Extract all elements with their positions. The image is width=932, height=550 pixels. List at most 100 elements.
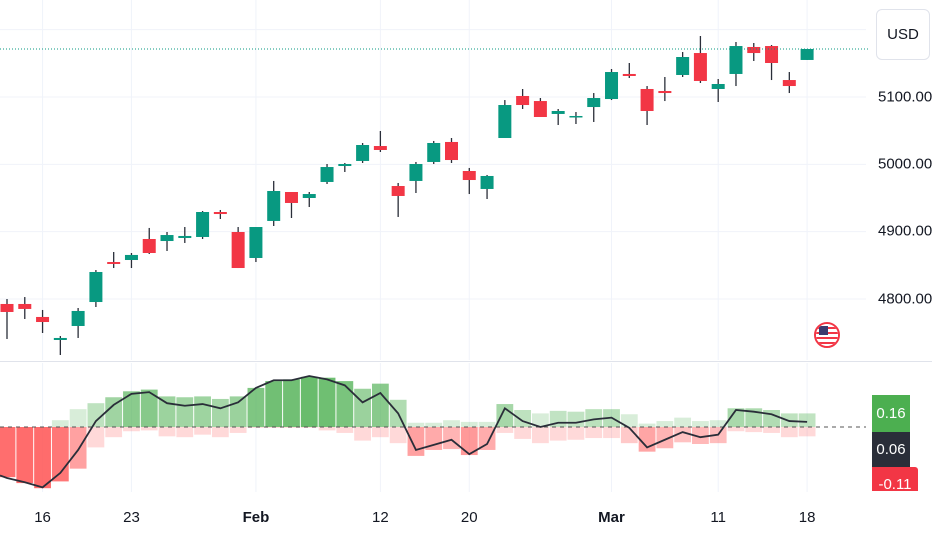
histogram-bar-negative	[798, 427, 816, 437]
histogram-bar-positive	[51, 420, 69, 427]
candle-body	[462, 170, 476, 181]
time-label: 11	[710, 509, 726, 526]
histogram-bar-negative	[105, 427, 123, 438]
histogram-bar-negative	[478, 427, 496, 450]
histogram-bar-positive	[585, 409, 603, 427]
indicator-negative-value: -0.11	[872, 467, 918, 491]
histogram-bar-positive	[211, 398, 229, 427]
candle-body	[409, 163, 423, 181]
candle-body	[338, 163, 352, 167]
candle-body	[320, 167, 334, 182]
candle-body	[267, 190, 281, 221]
histogram-bar-positive	[123, 391, 140, 427]
histogram-bar-positive	[318, 377, 336, 427]
candle-body	[178, 235, 192, 238]
candle-body	[729, 46, 743, 74]
time-label: 16	[34, 509, 51, 526]
histogram-bar-negative	[549, 427, 567, 441]
candle-body	[36, 316, 50, 323]
histogram-bar-negative	[34, 427, 51, 489]
histogram-bar-positive	[69, 409, 87, 427]
histogram-bar-positive	[514, 410, 532, 427]
currency-label: USD	[887, 26, 919, 43]
candle-body	[622, 73, 636, 76]
candle-body	[249, 227, 263, 258]
histogram-bar-negative	[229, 427, 247, 433]
indicator-line	[0, 375, 808, 489]
histogram-bar-positive	[567, 411, 585, 427]
histogram-bar-negative	[389, 427, 407, 444]
histogram-bar-negative	[745, 427, 763, 433]
histogram-bar-positive	[674, 417, 692, 427]
candle-body	[747, 46, 761, 54]
candle-body	[480, 175, 494, 189]
price-tick-5100: 5100.00	[878, 88, 932, 106]
histogram-bar-positive	[496, 404, 514, 427]
candle-body	[391, 186, 405, 196]
histogram-bar-positive	[638, 423, 656, 427]
histogram-bar-negative	[140, 427, 158, 431]
histogram-bar-negative	[780, 427, 798, 438]
candle-body	[765, 46, 779, 63]
histogram-bar-negative	[692, 427, 709, 444]
histogram-bar-negative	[532, 427, 549, 444]
histogram-bar-positive	[532, 413, 549, 427]
currency-button[interactable]: USD	[876, 9, 930, 60]
candle-body	[640, 88, 654, 112]
histogram-bar-positive	[300, 376, 318, 427]
histogram-bar-positive	[336, 381, 354, 427]
candle-body	[0, 303, 14, 312]
indicator-line-value: 0.06	[872, 432, 910, 467]
us-flag-icon[interactable]	[814, 322, 840, 348]
candles	[0, 35, 814, 356]
histogram-bar-negative	[0, 427, 16, 478]
histogram-bar-negative	[674, 427, 692, 443]
candle-body	[142, 238, 156, 254]
histogram-bar-positive	[371, 383, 389, 427]
candle-body	[445, 141, 458, 161]
candle-body	[516, 95, 530, 106]
histogram-bar-negative	[585, 427, 603, 439]
candle-body	[427, 142, 441, 162]
histogram-bar-positive	[460, 421, 478, 427]
histogram-bar-negative	[460, 427, 478, 456]
candle-body	[302, 194, 316, 198]
candle-body	[373, 146, 387, 150]
histogram-bar-positive	[87, 403, 105, 427]
histogram-bar-positive	[283, 379, 300, 427]
candle-body	[551, 111, 565, 114]
histogram-bar-negative	[16, 427, 34, 484]
time-label: 12	[372, 509, 389, 526]
histogram-bar-negative	[318, 427, 336, 431]
histogram-bar-positive	[265, 381, 283, 427]
histogram-bar-positive	[247, 387, 265, 427]
candle-body	[53, 337, 67, 340]
candle-body	[676, 57, 690, 75]
time-label: Feb	[242, 509, 270, 526]
indicator-positive-value: 0.16	[872, 395, 910, 432]
histogram-bar-negative	[87, 427, 105, 448]
indicator-histogram	[0, 376, 816, 489]
histogram-bar-positive	[158, 396, 176, 427]
histogram-bar-negative	[620, 427, 638, 444]
histogram-bar-positive	[194, 396, 211, 427]
histogram-bar-negative	[443, 427, 460, 450]
candle-body	[89, 271, 103, 303]
candle-body	[587, 98, 601, 108]
histogram-bar-negative	[123, 427, 140, 432]
histogram-bar-positive	[229, 396, 247, 427]
time-label: 23	[123, 509, 140, 526]
histogram-bar-negative	[514, 427, 532, 439]
histogram-bar-negative	[300, 427, 318, 428]
histogram-bar-negative	[211, 427, 229, 438]
candle-body	[160, 235, 174, 242]
time-label: 20	[460, 509, 478, 526]
histogram-bar-positive	[407, 422, 425, 427]
indicator-negative-label: -0.11	[872, 467, 918, 491]
histogram-bar-positive	[656, 421, 674, 427]
time-label: Mar	[598, 509, 625, 526]
histogram-bar-negative	[567, 427, 585, 440]
histogram-bar-negative	[69, 427, 87, 469]
candle-body	[533, 101, 547, 117]
